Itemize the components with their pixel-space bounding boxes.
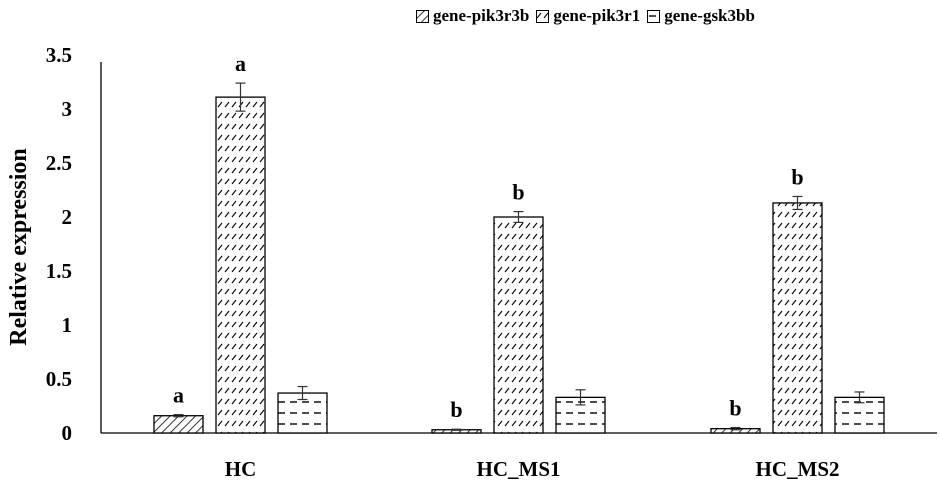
horizontal-dashes-swatch-icon xyxy=(647,9,661,23)
x-tick-label: HC_MS2 xyxy=(756,457,840,481)
significance-letter: b xyxy=(450,397,462,422)
y-tick-label: 0.5 xyxy=(46,367,72,391)
bars: a a b b b b xyxy=(153,51,885,434)
bar-gene-pik3r1-HC_MS1 xyxy=(493,216,544,434)
significance-letter: a xyxy=(173,383,184,408)
y-tick-label: 3.5 xyxy=(46,43,72,67)
legend-item-gsk3bb: gene-gsk3bb xyxy=(647,6,755,26)
bar-gene-pik3r3b-HC xyxy=(153,415,204,434)
legend-label: gene-pik3r1 xyxy=(553,6,641,25)
significance-letter: b xyxy=(791,164,803,189)
y-axis: 0 0.5 1 1.5 2 2.5 3 3.5 xyxy=(46,43,102,445)
legend-label: gene-gsk3bb xyxy=(664,6,755,25)
significance-letter: b xyxy=(729,396,741,421)
significance-letter: b xyxy=(512,180,524,205)
bar-gene-pik3r1-HC xyxy=(215,96,266,434)
diagonal-hatch-swatch-icon xyxy=(416,9,429,23)
y-axis-label: Relative expression xyxy=(6,148,32,346)
y-tick-label: 1.5 xyxy=(46,259,72,283)
dashed-diagonal-swatch-icon xyxy=(536,9,550,23)
significance-letter: a xyxy=(235,51,246,76)
y-tick-label: 1 xyxy=(62,313,73,337)
chart-legend: gene-pik3r3b gene-pik3r1 gene-gsk3bb xyxy=(416,4,762,28)
x-tick-label: HC xyxy=(225,457,257,481)
y-tick-label: 0 xyxy=(62,421,73,445)
x-tick-label: HC_MS1 xyxy=(477,457,561,481)
legend-item-pik3r1: gene-pik3r1 xyxy=(536,6,640,26)
bar-gene-pik3r1-HC_MS2 xyxy=(772,202,823,434)
legend-label: gene-pik3r3b xyxy=(433,6,530,25)
y-tick-label: 2.5 xyxy=(46,151,72,175)
y-tick-label: 3 xyxy=(62,97,73,121)
y-tick-label: 2 xyxy=(62,205,73,229)
legend-item-pik3r3b: gene-pik3r3b xyxy=(416,6,529,26)
x-axis: HC HC_MS1 HC_MS2 xyxy=(101,432,937,481)
